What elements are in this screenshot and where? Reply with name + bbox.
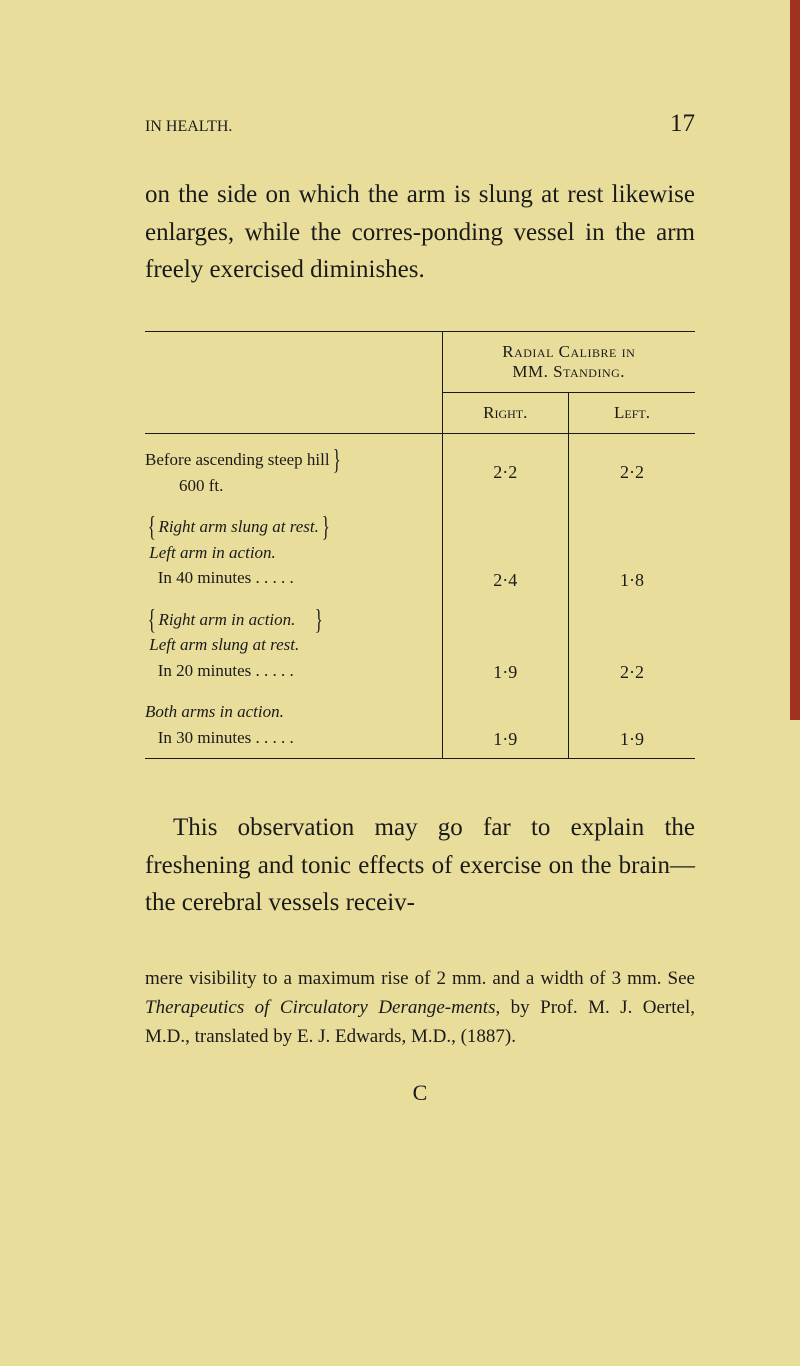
running-header: IN HEALTH. 17: [145, 110, 695, 138]
footnote: mere visibility to a maximum rise of 2 m…: [145, 964, 695, 1052]
page-content: IN HEALTH. 17 on the side on which the a…: [0, 0, 800, 1166]
table-row: {Right arm slung at rest.} Left arm in a…: [145, 506, 695, 599]
col-header-right: Right.: [442, 392, 569, 433]
col-header-left: Left.: [569, 392, 696, 433]
paragraph-1: on the side on which the arm is slung at…: [145, 176, 695, 289]
radial-calibre-table: Radial Calibre in MM. Standing. Right. L…: [145, 331, 695, 760]
signature-mark: C: [145, 1080, 695, 1106]
running-title: IN HEALTH.: [145, 118, 232, 136]
table-row: Both arms in action. In 30 minutes . . .…: [145, 691, 695, 759]
data-table-wrapper: Radial Calibre in MM. Standing. Right. L…: [145, 331, 695, 760]
table-row: Before ascending steep hill} 600 ft. 2·2…: [145, 439, 695, 506]
table-header-group: Radial Calibre in MM. Standing.: [442, 331, 695, 392]
page-edge-marker: [790, 0, 800, 720]
table-row: {Right arm in action. } Left arm slung a…: [145, 599, 695, 692]
page-number: 17: [670, 110, 695, 138]
paragraph-2: This observation may go far to explain t…: [145, 809, 695, 922]
